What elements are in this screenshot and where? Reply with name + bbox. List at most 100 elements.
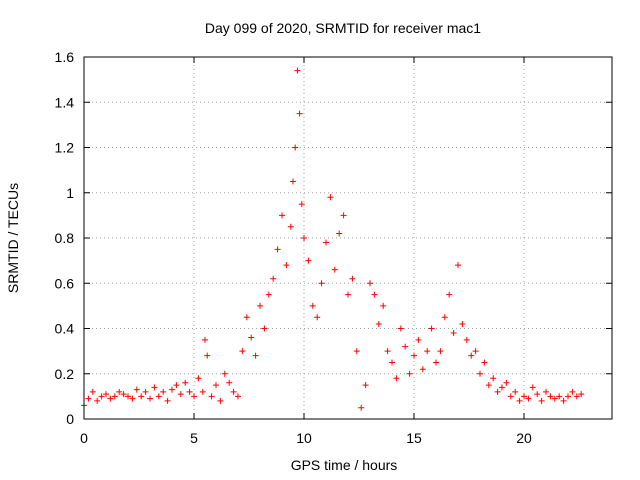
- data-point: [230, 388, 237, 395]
- data-point: [358, 404, 365, 411]
- data-point: [402, 343, 409, 350]
- data-point: [481, 359, 488, 366]
- data-point: [182, 379, 189, 386]
- data-point: [485, 382, 492, 389]
- data-point: [318, 280, 325, 287]
- chart-title: Day 099 of 2020, SRMTID for receiver mac…: [205, 20, 481, 36]
- y-tick-label: 0.6: [55, 275, 75, 291]
- data-point: [292, 144, 299, 151]
- data-point: [538, 397, 545, 404]
- data-point: [367, 280, 373, 287]
- data-point: [217, 397, 224, 404]
- data-point: [290, 178, 296, 185]
- data-point: [455, 262, 461, 269]
- data-point: [556, 393, 563, 400]
- data-point: [573, 393, 580, 400]
- data-point: [265, 291, 272, 298]
- y-tick-label: 0: [66, 411, 74, 427]
- data-point: [529, 384, 536, 391]
- data-point: [120, 391, 127, 398]
- data-point: [397, 325, 404, 332]
- data-point: [155, 393, 162, 400]
- grid-layer: [84, 57, 612, 419]
- y-tick-label: 1.2: [55, 140, 75, 156]
- data-point: [261, 325, 268, 332]
- data-point: [468, 352, 475, 359]
- data-point: [191, 393, 197, 400]
- data-point: [441, 314, 448, 321]
- data-point: [186, 388, 193, 395]
- data-point: [221, 370, 228, 377]
- data-point: [389, 359, 395, 366]
- data-point: [393, 375, 400, 382]
- data-point: [270, 275, 277, 282]
- data-point: [252, 352, 259, 359]
- data-point: [199, 388, 206, 395]
- data-point: [283, 262, 290, 269]
- data-point: [459, 320, 466, 327]
- data-point: [499, 384, 505, 391]
- data-point: [94, 397, 101, 404]
- data-point: [362, 382, 369, 389]
- points-layer: [81, 67, 585, 411]
- data-point: [428, 325, 435, 332]
- data-point: [543, 388, 549, 395]
- data-point: [419, 366, 426, 373]
- data-point: [340, 212, 347, 219]
- data-point: [450, 330, 457, 337]
- data-point: [129, 395, 136, 402]
- data-point: [195, 375, 202, 382]
- data-point: [569, 388, 576, 395]
- data-point: [525, 395, 532, 402]
- data-point: [477, 370, 483, 377]
- data-point: [173, 382, 180, 389]
- data-point: [507, 393, 514, 400]
- data-point: [235, 393, 241, 400]
- data-point: [437, 348, 444, 355]
- data-point: [503, 379, 510, 386]
- data-point: [424, 348, 431, 355]
- data-point: [578, 391, 585, 398]
- data-point: [274, 246, 281, 253]
- data-point: [305, 257, 312, 264]
- data-point: [534, 391, 541, 398]
- data-point: [147, 395, 153, 402]
- data-point: [406, 370, 413, 377]
- data-point: [375, 320, 382, 327]
- data-point: [309, 302, 316, 309]
- data-point: [226, 379, 233, 386]
- data-point: [202, 336, 208, 343]
- data-point: [384, 348, 391, 355]
- data-point: [371, 291, 378, 298]
- data-point: [512, 388, 519, 395]
- data-point: [142, 388, 149, 395]
- data-point: [349, 275, 356, 282]
- data-point: [336, 230, 343, 237]
- data-point: [169, 386, 175, 393]
- data-point: [565, 393, 571, 400]
- data-point: [323, 239, 329, 246]
- data-point: [208, 393, 215, 400]
- x-tick-label: 20: [516, 430, 532, 446]
- y-tick-label: 0.2: [55, 366, 75, 382]
- x-axis-label: GPS time / hours: [291, 457, 398, 473]
- data-point: [204, 352, 211, 359]
- ticks-layer: 0 0.2 0.4 0.6 0.8 1 1.2 1.4 1.6 0 5 10 15 20: [55, 49, 612, 446]
- data-point: [177, 391, 184, 398]
- data-point: [103, 391, 109, 398]
- data-point: [463, 336, 470, 343]
- y-tick-label: 1.4: [55, 94, 75, 110]
- data-point: [472, 348, 479, 355]
- y-tick-label: 1: [66, 185, 74, 201]
- data-point: [380, 302, 387, 309]
- data-point: [213, 382, 219, 389]
- data-point: [107, 395, 114, 402]
- x-tick-label: 10: [296, 430, 312, 446]
- data-point: [411, 352, 417, 359]
- data-point: [560, 397, 567, 404]
- data-point: [85, 395, 92, 402]
- data-point: [301, 235, 307, 241]
- y-tick-label: 1.6: [55, 49, 75, 65]
- data-point: [248, 334, 255, 341]
